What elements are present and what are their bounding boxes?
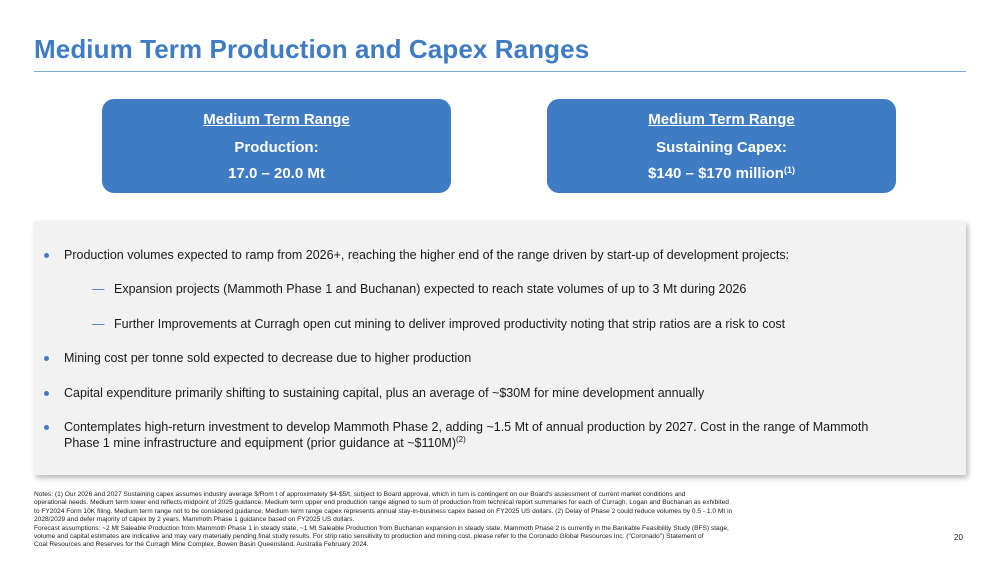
bullet-text: Mining cost per tonne sold expected to d… [64,351,472,365]
capex-box-value: $140 – $170 million [648,165,784,182]
capex-box-label: Sustaining Capex: [656,139,787,156]
bullet-text-line-1: Contemplates high-return investment to d… [64,420,869,434]
bullet-text-line-2: Phase 1 mine infrastructure and equipmen… [64,436,457,450]
capex-footnote-marker: (1) [783,165,795,175]
bullet-dot [44,425,49,430]
footnote-marker: (2) [456,435,466,444]
bullet-dot [44,356,49,361]
bullet-dot [44,391,49,396]
capex-range-box: Medium Term Range Sustaining Capex: $140… [547,99,896,193]
footnote-line: Coal Resources and Reserves for the Curr… [34,541,369,549]
footnote-line: 2028/2029 and defer majority of capex by… [34,516,355,524]
dash-marker: — [92,282,105,296]
production-box-heading: Medium Term Range [203,111,350,128]
slide-title: Medium Term Production and Capex Ranges [34,34,590,64]
bullet-dot [44,253,49,258]
bullet-text-block: Contemplates high-return investment to d… [64,419,936,451]
capex-box-heading: Medium Term Range [648,111,795,128]
footnote-line: Forecast assumptions: ~2 Mt Saleable Pro… [34,524,729,532]
production-box-value: 17.0 – 20.0 Mt [228,165,325,182]
footnote-line: Notes: (1) Our 2026 and 2027 Sustaining … [34,491,686,498]
production-range-box: Medium Term Range Production: 17.0 – 20.… [102,99,451,193]
footnote-line: to FY2024 Form 10K filing. Medium term r… [34,507,733,515]
page-number: 20 [954,533,963,542]
dash-marker: — [92,317,105,331]
bullet-text: Capital expenditure primarily shifting t… [64,386,705,400]
footnotes: Notes: (1) Our 2026 and 2027 Sustaining … [34,491,934,550]
sub-bullet-text: Expansion projects (Mammoth Phase 1 and … [114,282,747,296]
title-divider [34,71,966,72]
sub-bullet-text: Further Improvements at Curragh open cut… [114,317,786,331]
key-points-panel: Production volumes expected to ramp from… [34,221,966,475]
bullet-text: Production volumes expected to ramp from… [64,248,790,262]
footnote-line: volume and capital estimates are indicat… [34,533,704,541]
capex-box-value-line: $140 – $170 million(1) [547,165,896,182]
production-box-label: Production: [234,139,319,156]
footnote-line: operational needs. Medium term lower end… [34,499,729,507]
